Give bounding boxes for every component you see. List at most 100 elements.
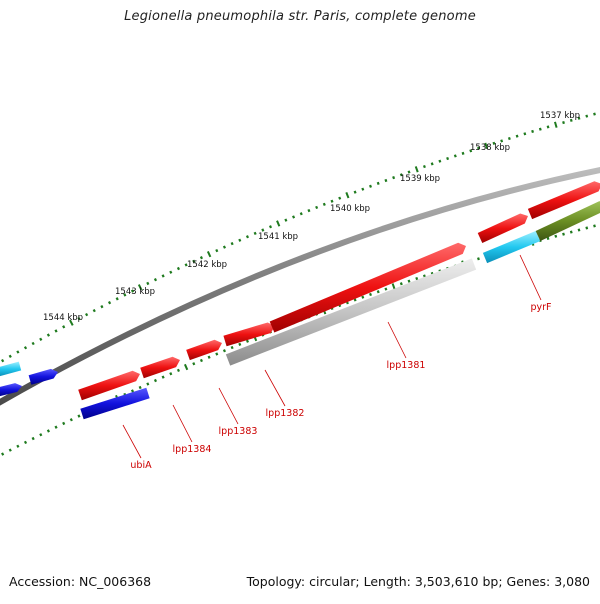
scale-tick [500,139,504,143]
scale-tick [361,187,365,191]
scale-tick [62,421,66,426]
scale-label: 1543 kbp [115,287,155,297]
scale-tick [39,433,43,437]
scale-tick [161,274,165,278]
gene-label: pyrF [530,302,551,313]
scale-tick [245,235,250,239]
scale-tick [546,125,550,129]
scale-tick [307,208,311,213]
scale-tick [577,228,581,232]
scale-tick [453,154,457,158]
scale-tick [153,378,158,383]
gene-label: lpp1383 [219,426,258,437]
scale-tick [268,225,273,229]
outer-scale-ring [1,112,596,363]
scale-tick [130,289,135,293]
scale-label: 1542 kbp [187,260,227,270]
scale-tick [54,329,58,333]
map-title: Legionella pneumophila str. Paris, compl… [124,9,476,24]
scale-tick [507,136,511,141]
scale-tick [54,425,58,429]
scale-tick [184,263,188,267]
scale-tick [407,170,411,174]
scale-tick [353,298,357,302]
scale-tick [115,297,119,301]
scale-tick [469,149,473,153]
scale-tick [414,166,419,173]
scale-tick [538,127,542,131]
scale-tick [261,228,265,232]
scale-tick [23,346,28,350]
scale-tick [146,281,150,286]
gene-pyrF[interactable] [482,230,541,264]
gene-olive[interactable] [535,201,600,241]
scale-tick [361,295,365,299]
gene-label: lpp1381 [387,360,426,371]
scale-tick [391,283,396,290]
scale-tick [137,284,143,291]
scale-tick [31,436,35,441]
gene-segment[interactable] [527,181,600,220]
scale-tick [585,226,589,230]
scale-label: 1540 kbp [330,204,370,214]
scale-tick [169,270,173,274]
scale-tick [369,184,372,188]
gene-leader-line [218,387,239,425]
scale-tick [31,341,35,346]
scale-tick [562,232,565,236]
scale-tick [199,256,203,260]
scale-tick [138,385,142,390]
scale-tick [384,287,388,291]
scale-tick [569,230,573,234]
scale-tick [585,114,589,118]
gene-leader-line [519,254,542,301]
scale-tick [477,146,480,150]
gene-lpp1381[interactable] [225,258,477,366]
scale-tick [238,342,242,347]
scale-tick [322,202,326,206]
gene-leader-line [387,321,407,359]
scale-tick [16,444,20,448]
gene-segment[interactable] [477,213,528,243]
scale-tick [384,178,388,183]
scale-tick [1,358,5,363]
gene-blue[interactable] [28,368,58,385]
scale-label: 1539 kbp [400,174,440,184]
scale-tick [407,279,411,283]
scale-tick [77,414,81,418]
gene-lpp1383[interactable] [186,339,222,361]
scale-tick [46,333,51,337]
scale-tick [8,448,12,452]
scale-tick [399,173,403,177]
scale-tick [577,116,581,120]
scale-tick [130,389,135,393]
gene-ubiA-outer[interactable] [78,370,140,401]
scale-tick [153,278,158,282]
scale-tick [484,142,489,149]
scale-tick [284,218,288,222]
scale-tick [369,292,372,297]
scale-tick [222,349,226,353]
scale-tick [345,192,350,199]
scale-tick [23,440,28,445]
gene-lpp1384[interactable] [140,356,180,379]
scale-tick [238,238,242,242]
gene-lpp1381-outer[interactable] [269,242,466,333]
scale-tick [338,196,342,200]
scale-tick [146,382,150,386]
scale-tick [554,234,558,238]
scale-tick [176,368,180,373]
gene-lpp1382-outer[interactable] [223,322,275,347]
scale-tick [546,236,550,240]
scale-tick [562,120,565,125]
gene-ubiA[interactable] [80,387,150,420]
scale-tick [492,141,496,145]
accession-text: Accession: NC_006368 [9,574,152,589]
scale-tick [593,112,596,116]
scale-tick [169,372,173,376]
genome-info-text: Topology: circular; Length: 3,503,610 bp… [246,574,590,589]
gene-blue-left[interactable] [0,383,22,397]
gene-leader-line [264,369,286,407]
scale-label: 1537 kbp [540,111,580,121]
gene-cyan-left[interactable] [0,361,22,377]
